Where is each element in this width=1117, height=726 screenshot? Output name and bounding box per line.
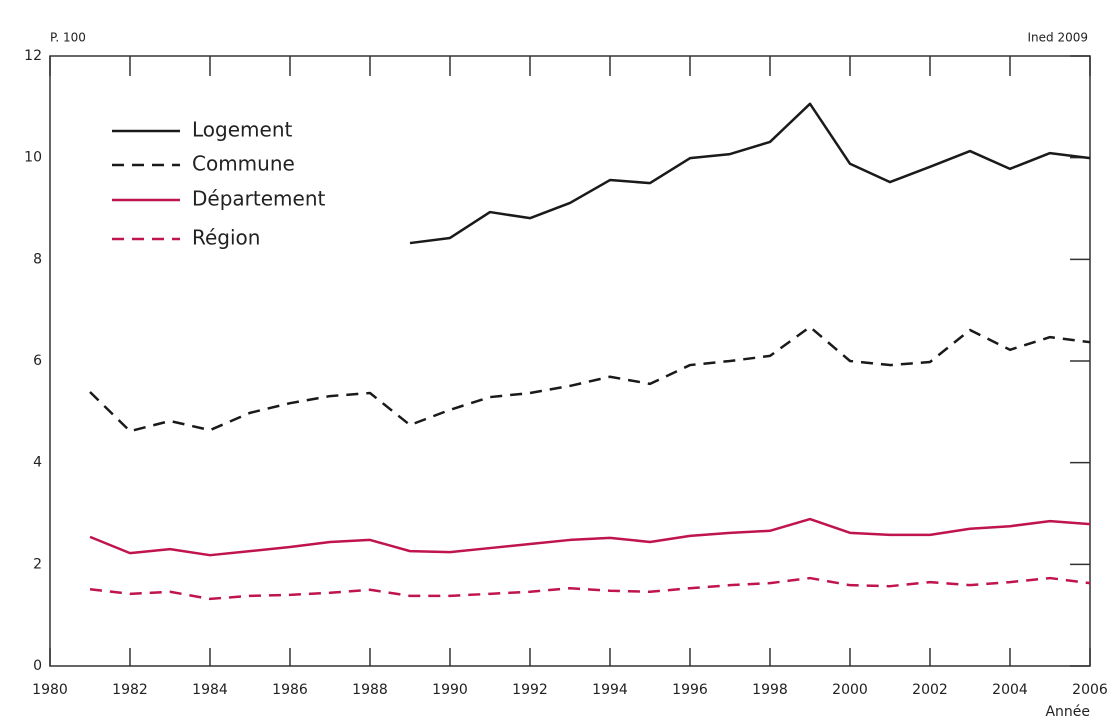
legend-label: Logement [192,118,292,142]
series-line [89,517,1091,557]
y-tick-label: 10 [24,150,42,166]
x-tick-label: 1996 [672,682,708,698]
annotation: Ined 2009 [1028,31,1089,45]
x-tick-label: 1992 [512,682,548,698]
y-axis-label: P. 100 [50,31,86,45]
y-tick-label: 8 [33,251,42,267]
legend-label: Commune [192,152,295,176]
y-tick-label: 12 [24,48,42,64]
series-line [89,576,1091,601]
x-tick-label: 2002 [912,682,948,698]
x-tick-label: 1988 [352,682,388,698]
x-tick-label: 1984 [192,682,228,698]
x-tick-label: 2004 [992,682,1028,698]
x-tick-label: 1982 [112,682,148,698]
y-tick-label: 0 [33,658,42,674]
x-tick-label: 1986 [272,682,308,698]
x-tick-label: 1990 [432,682,468,698]
series-line [89,325,1091,433]
y-tick-label: 4 [33,455,42,471]
plot-frame [49,55,1091,667]
x-tick-label: 1998 [752,682,788,698]
y-tick-label: 2 [33,556,42,572]
y-tick-label: 6 [33,353,42,369]
x-tick-label: 2006 [1072,682,1108,698]
x-tick-label: 1980 [32,682,68,698]
series-line [409,102,1091,245]
legend-label: Région [192,226,260,250]
legend-label: Département [192,187,325,211]
x-tick-label: 1994 [592,682,628,698]
x-tick-label: 2000 [832,682,868,698]
x-axis-label: Année [1045,704,1090,720]
